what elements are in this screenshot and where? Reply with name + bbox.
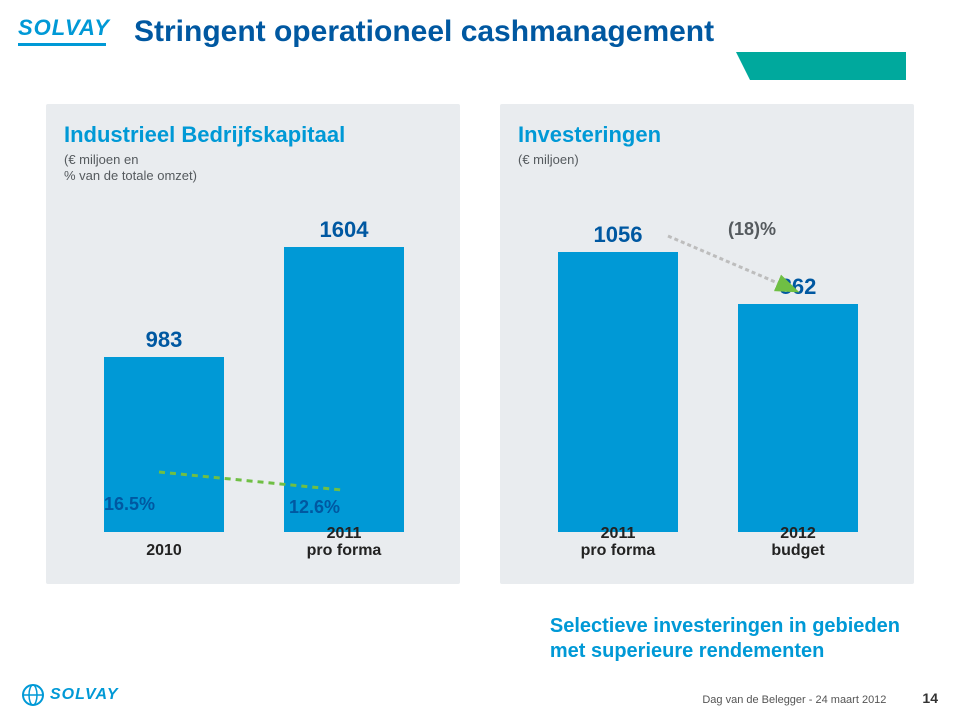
chart2-arrow (518, 172, 898, 532)
chart2-subtitle: (€ miljoen) (518, 152, 896, 168)
brand-logo-bottom: SOLVAY (22, 684, 119, 706)
chart1-plot: 983 2010 16.5% 1604 2011 pro forma 12.6% (64, 191, 442, 560)
chart1-title: Industrieel Bedrijfskapitaal (64, 122, 442, 148)
chart-investments: Investeringen (€ miljoen) 1056 2011 pro … (500, 104, 914, 584)
globe-icon (22, 684, 44, 706)
brand-underline (18, 43, 106, 46)
conclusion-line2: met superieure rendementen (550, 639, 900, 664)
page-title: Stringent operationeel cashmanagement (134, 15, 714, 49)
brand-name: SOLVAY (18, 15, 110, 40)
header: SOLVAY Stringent operationeel cashmanage… (0, 0, 960, 64)
footer-text: Dag van de Belegger - 24 maart 2012 (702, 694, 886, 706)
chart-working-capital: Industrieel Bedrijfskapitaal (€ miljoen … (46, 104, 460, 584)
conclusion-line1: Selectieve investeringen in gebieden (550, 614, 900, 639)
chart1-dash-line (64, 172, 444, 532)
footer: SOLVAY Dag van de Belegger - 24 maart 20… (0, 684, 960, 706)
chart2-plot: 1056 2011 pro forma 862 2012 budget (18)… (518, 176, 896, 560)
tab-decoration (736, 52, 906, 80)
chart2-title: Investeringen (518, 122, 896, 148)
brand-name-footer: SOLVAY (50, 686, 119, 704)
page-number: 14 (922, 690, 938, 706)
chart1-bar-0-cat: 2010 (104, 543, 224, 560)
charts-row: Industrieel Bedrijfskapitaal (€ miljoen … (0, 64, 960, 584)
conclusion-block: Selectieve investeringen in gebieden met… (550, 614, 900, 664)
brand-logo-top: SOLVAY (18, 15, 110, 46)
